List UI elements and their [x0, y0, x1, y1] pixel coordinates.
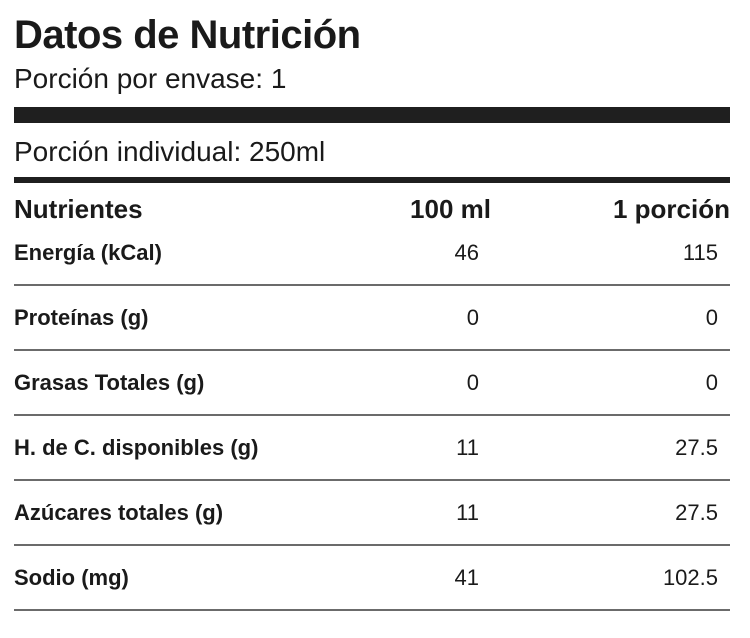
nutrition-title: Datos de Nutrición [14, 13, 361, 57]
value-per-100ml: 11 [456, 435, 479, 460]
table-row: Grasas Totales (g) 0 0 [14, 351, 730, 416]
serving-size: Porción individual: 250ml [14, 136, 326, 167]
value-per-portion: 0 [705, 305, 718, 330]
nutrient-name: Grasas Totales (g) [14, 370, 205, 395]
servings-per-container: Porción por envase: 1 [14, 63, 287, 94]
value-per-100ml: 46 [454, 240, 479, 265]
header-per-100ml: 100 ml [410, 194, 491, 224]
value-per-portion: 27.5 [675, 435, 718, 460]
table-row: Sodio (mg) 41 102.5 [14, 546, 730, 611]
table-header: Nutrientes 100 ml 1 porción [14, 192, 730, 226]
value-per-100ml: 0 [466, 305, 479, 330]
thick-divider [14, 107, 730, 123]
header-per-portion: 1 porción [612, 194, 730, 224]
table-row: Azúcares totales (g) 11 27.5 [14, 481, 730, 546]
nutrient-rows: Energía (kCal) 46 115 Proteínas (g) 0 0 … [14, 226, 730, 611]
value-per-100ml: 11 [456, 500, 479, 525]
value-per-100ml: 0 [466, 370, 479, 395]
header-nutrient: Nutrientes [14, 194, 143, 224]
nutrient-name: Azúcares totales (g) [14, 500, 224, 525]
value-per-portion: 102.5 [662, 565, 718, 590]
value-per-portion: 115 [682, 240, 718, 265]
nutrient-name: Energía (kCal) [14, 240, 162, 265]
value-per-portion: 27.5 [675, 500, 718, 525]
nutrient-name: Sodio (mg) [14, 565, 129, 590]
table-row: H. de C. disponibles (g) 11 27.5 [14, 416, 730, 481]
table-row: Energía (kCal) 46 115 [14, 226, 730, 286]
table-row: Proteínas (g) 0 0 [14, 286, 730, 351]
nutrient-name: Proteínas (g) [14, 305, 149, 330]
value-per-100ml: 41 [454, 565, 479, 590]
nutrient-name: H. de C. disponibles (g) [14, 435, 259, 460]
medium-divider [14, 177, 730, 183]
value-per-portion: 0 [705, 370, 718, 395]
